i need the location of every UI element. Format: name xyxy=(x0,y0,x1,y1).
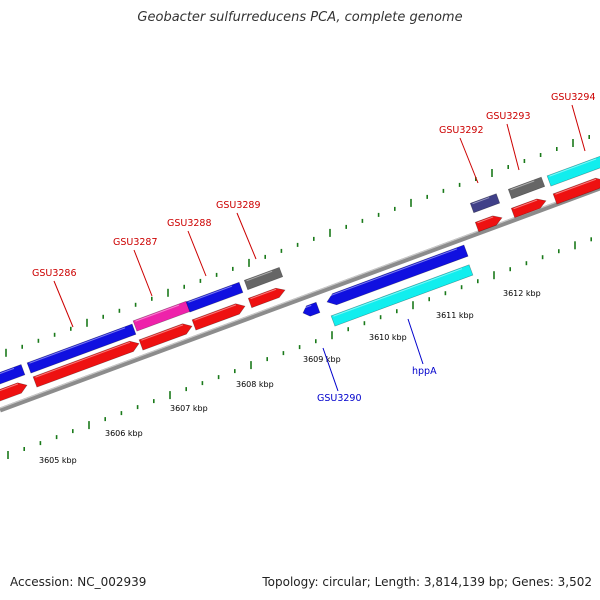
gene-feature-red[interactable] xyxy=(0,380,29,403)
gene-label-forward[interactable]: GSU3294 xyxy=(551,92,596,103)
genome-summary-text: Topology: circular; Length: 3,814,139 bp… xyxy=(262,575,592,589)
callout-line xyxy=(322,347,339,392)
accession-text: Accession: NC_002939 xyxy=(10,575,147,589)
callout-line xyxy=(236,212,257,260)
scale-label: 3607 kbp xyxy=(170,404,208,413)
gene-feature-red[interactable] xyxy=(510,196,547,219)
callout-line xyxy=(53,280,74,328)
gene-label-forward[interactable]: GSU3293 xyxy=(486,111,531,122)
gene-feature-red[interactable] xyxy=(552,175,600,205)
gene-feature-cyan[interactable] xyxy=(330,264,474,327)
callout-line xyxy=(187,230,207,277)
gene-feature-blue[interactable] xyxy=(26,323,137,374)
callout-line xyxy=(459,137,479,184)
tick-track-reverse xyxy=(7,237,593,459)
feature-track xyxy=(0,154,600,403)
gene-label-forward[interactable]: GSU3292 xyxy=(439,125,484,136)
gene-feature-blue[interactable] xyxy=(185,281,244,313)
scale-label: 3611 kbp xyxy=(436,311,474,320)
gene-label-forward[interactable]: GSU3286 xyxy=(32,268,77,279)
tick-track-forward xyxy=(5,135,591,357)
gene-feature-red[interactable] xyxy=(474,213,503,233)
gene-feature-blue[interactable] xyxy=(301,301,321,318)
gene-label-reverse[interactable]: hppA xyxy=(412,366,437,377)
gene-label-reverse[interactable]: GSU3290 xyxy=(317,393,362,404)
gene-feature-red[interactable] xyxy=(247,285,286,309)
callout-line xyxy=(571,104,586,152)
gene-feature-blue[interactable] xyxy=(325,244,469,308)
gene-feature-slate[interactable] xyxy=(469,193,501,214)
scale-label: 3609 kbp xyxy=(303,355,341,364)
scale-label: 3606 kbp xyxy=(105,429,143,438)
callout-line xyxy=(133,249,153,297)
gene-feature-cyan[interactable] xyxy=(546,154,600,187)
genome-backbone xyxy=(0,185,600,413)
callout-line xyxy=(506,123,520,171)
map-title: Geobacter sulfurreducens PCA, complete g… xyxy=(137,10,463,25)
gene-feature-gray[interactable] xyxy=(507,176,546,200)
gene-label-forward[interactable]: GSU3288 xyxy=(167,218,212,229)
gene-feature-gray[interactable] xyxy=(243,266,284,291)
scale-label: 3612 kbp xyxy=(503,289,541,298)
scale-label: 3608 kbp xyxy=(236,380,274,389)
scale-labels: 3605 kbp 3606 kbp 3607 kbp 3608 kbp 3609 kbp… xyxy=(39,289,541,465)
callout-line xyxy=(407,318,424,365)
gene-feature-red[interactable] xyxy=(191,301,247,331)
scale-label: 3610 kbp xyxy=(369,333,407,342)
gene-feature-red[interactable] xyxy=(32,338,141,388)
scale-label: 3605 kbp xyxy=(39,456,77,465)
gene-callouts: GSU3286GSU3287GSU3288GSU3289GSU3292GSU32… xyxy=(32,92,596,404)
gene-feature-blue[interactable] xyxy=(0,364,26,386)
gene-feature-red[interactable] xyxy=(138,321,194,351)
gene-label-forward[interactable]: GSU3287 xyxy=(113,237,158,248)
gene-label-forward[interactable]: GSU3289 xyxy=(216,200,261,211)
